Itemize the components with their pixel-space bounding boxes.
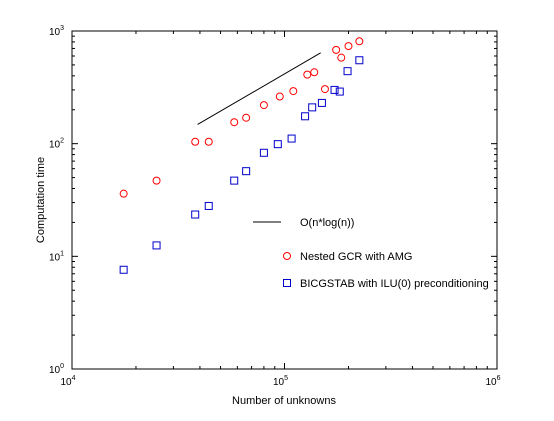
series-1-point <box>303 70 312 79</box>
data-marks <box>119 37 364 274</box>
series-1-point <box>230 118 239 127</box>
legend-series-2-label: BICGSTAB with ILU(0) preconditioning <box>300 278 489 290</box>
series-2-point <box>273 140 282 149</box>
series-1-point <box>191 137 200 146</box>
series-1-point <box>259 101 268 110</box>
series-1-point <box>355 37 364 46</box>
legend-series-2-marker <box>283 279 291 287</box>
plot-area <box>71 30 498 370</box>
series-2-point <box>308 103 317 112</box>
series-1-point <box>289 87 298 96</box>
series-2-point <box>152 241 161 250</box>
legend: O(n*log(n)) Nested GCR with AMG BICGSTAB… <box>253 217 489 290</box>
y-tick-label: 101 <box>49 250 64 263</box>
x-axis-label: Number of unknowns <box>232 395 336 407</box>
series-1-point <box>242 113 251 122</box>
reference-line <box>197 52 321 125</box>
legend-reference-label: O(n*log(n)) <box>300 217 354 229</box>
series-1-point <box>337 53 346 62</box>
series-2-point <box>191 210 200 219</box>
series-1-point <box>332 45 341 54</box>
series-1-point <box>320 85 329 94</box>
series-2-point <box>335 87 344 96</box>
y-tick-label: 103 <box>49 25 64 38</box>
x-tick-label: 104 <box>60 375 75 388</box>
y-axis-label: Computation time <box>35 157 47 243</box>
x-tick-label: 105 <box>273 375 288 388</box>
series-2-point <box>287 134 296 143</box>
series-1-point <box>310 68 319 77</box>
legend-series-1-label: Nested GCR with AMG <box>300 251 412 263</box>
series-2-point <box>301 112 310 121</box>
series-1-point <box>119 189 128 198</box>
series-2-point <box>119 265 128 274</box>
legend-series-1-marker <box>283 252 291 260</box>
axis-ticks <box>71 30 498 370</box>
series-2-point <box>259 148 268 157</box>
reference-line-group <box>197 52 321 125</box>
series-2-point <box>204 201 213 210</box>
series-2-point <box>330 85 339 94</box>
x-tick-label: 106 <box>485 375 500 388</box>
y-tick-label: 102 <box>49 138 64 151</box>
series-1-point <box>152 176 161 185</box>
series-2-point <box>343 67 352 76</box>
series-2-point <box>355 56 364 65</box>
y-tick-label: 100 <box>49 363 64 376</box>
series-2-point <box>242 167 251 176</box>
series-1-point <box>344 42 353 51</box>
series-1-point <box>204 137 213 146</box>
series-2-point <box>230 176 239 185</box>
series-2-point <box>317 98 326 107</box>
series-1-point <box>275 92 284 101</box>
